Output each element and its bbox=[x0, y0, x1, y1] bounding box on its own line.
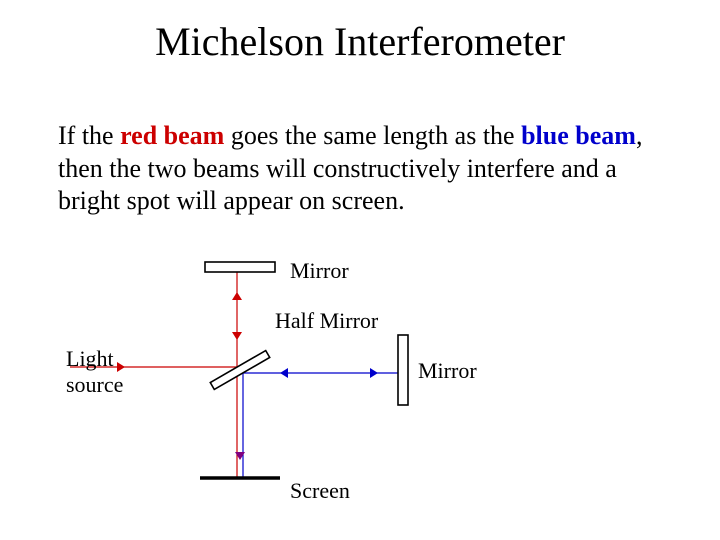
label-light-source-l1: Light bbox=[66, 346, 114, 371]
label-half-mirror: Half Mirror bbox=[275, 308, 378, 334]
interferometer-diagram bbox=[0, 0, 720, 540]
label-light-source: Light source bbox=[66, 346, 123, 398]
label-right-mirror: Mirror bbox=[418, 358, 477, 384]
label-screen: Screen bbox=[290, 478, 350, 504]
label-light-source-l2: source bbox=[66, 372, 123, 397]
slide: Michelson Interferometer If the red beam… bbox=[0, 0, 720, 540]
label-top-mirror: Mirror bbox=[290, 258, 349, 284]
